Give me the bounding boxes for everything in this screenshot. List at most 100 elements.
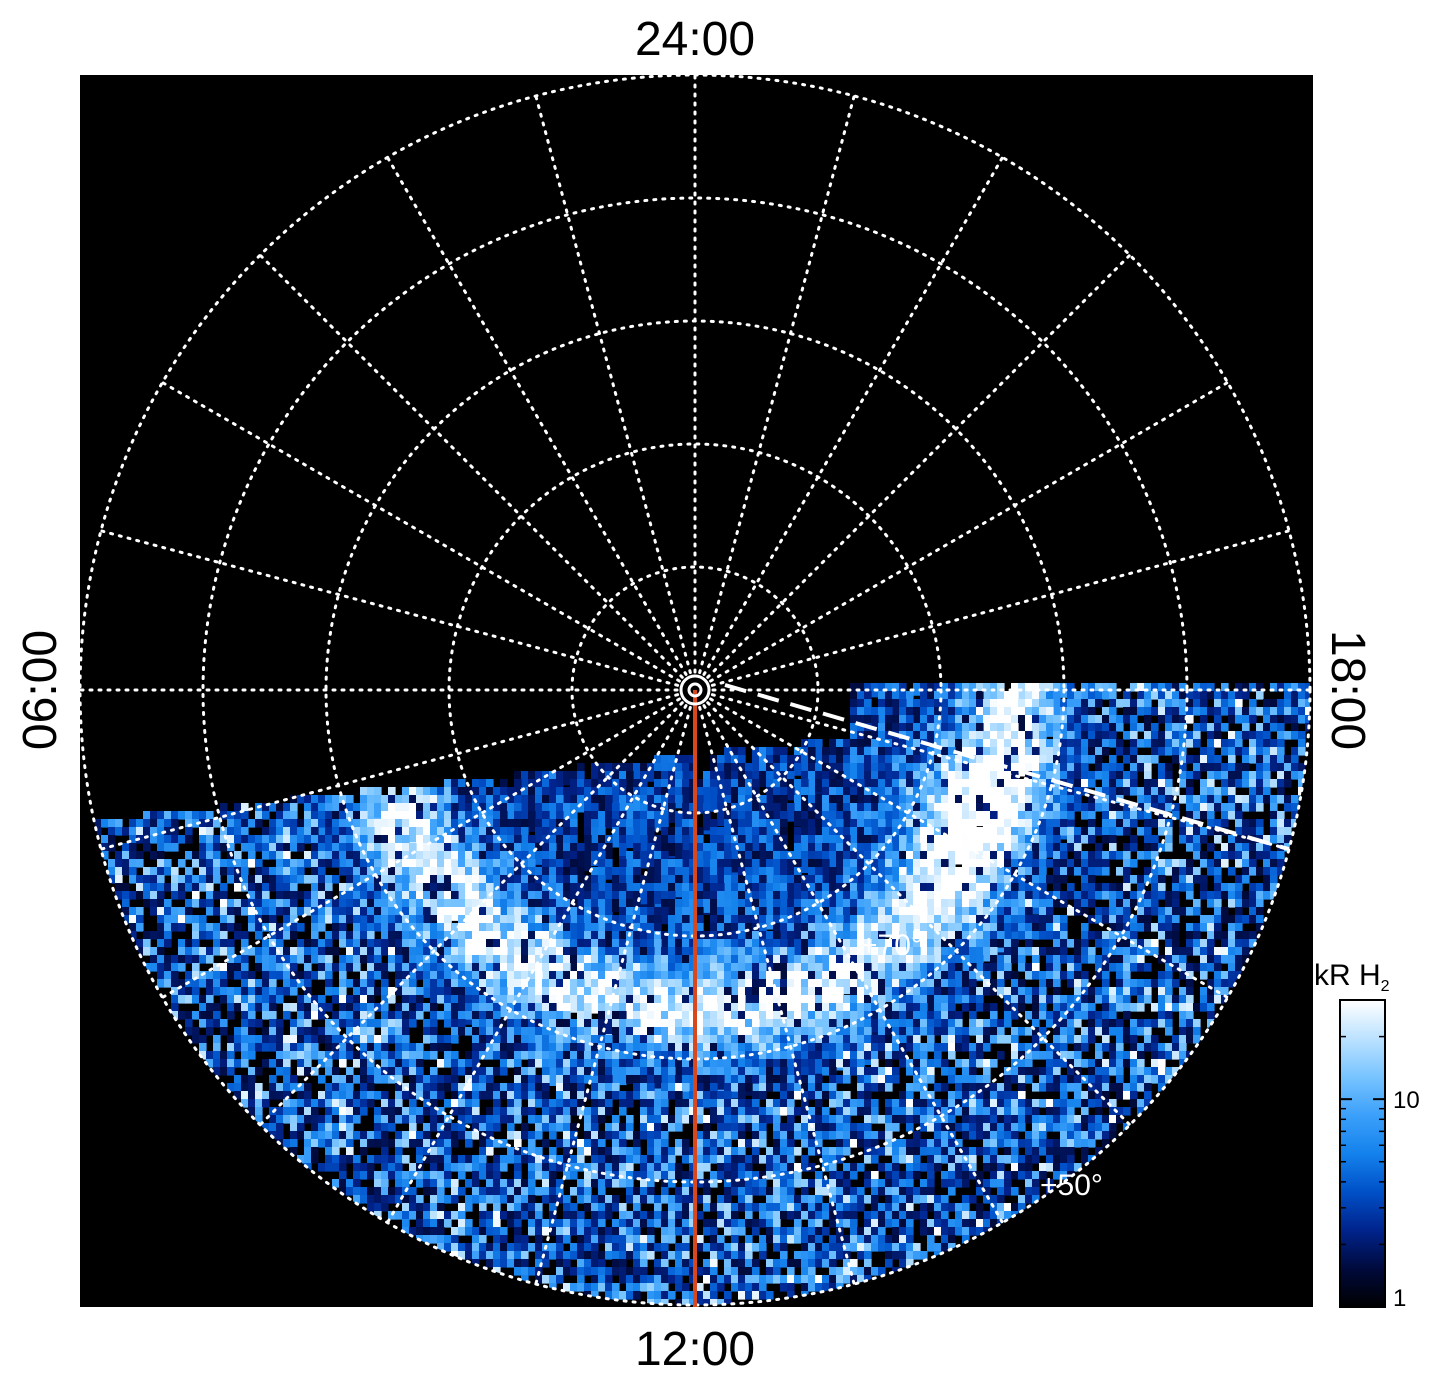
emission-cell [129,923,137,932]
emission-cell [1011,979,1019,988]
emission-cell [1144,683,1152,692]
emission-cell [178,915,186,924]
emission-cell [920,875,928,889]
emission-cell [948,1003,956,1012]
emission-cell [1186,1011,1194,1020]
emission-cell [276,859,284,868]
emission-cell [626,803,634,821]
emission-cell [318,819,326,828]
emission-cell [430,1027,438,1036]
emission-cell [752,795,760,823]
emission-cell [1067,843,1075,852]
emission-cell [185,971,193,980]
emission-cell [206,931,214,940]
emission-cell [1165,715,1173,724]
emission-cell [710,899,718,923]
emission-cell [1144,731,1152,740]
emission-cell [801,939,809,960]
emission-cell [913,843,921,856]
emission-cell [248,923,256,932]
emission-cell [1039,1011,1047,1020]
emission-cell [899,771,907,787]
emission-cell [1277,835,1285,844]
emission-cell [1242,827,1250,836]
emission-cell [290,883,298,892]
emission-cell [976,955,984,969]
emission-cell [1165,963,1173,972]
emission-cell [696,851,704,865]
emission-cell [1256,739,1264,748]
emission-cell [1207,923,1215,932]
emission-cell [1137,795,1145,804]
emission-cell [451,1003,459,1012]
emission-cell [948,755,956,783]
emission-cell [584,971,592,998]
emission-cell [780,859,788,887]
emission-cell [1053,939,1061,948]
emission-cell [1053,859,1061,868]
emission-cell [122,907,130,916]
emission-cell [1074,979,1082,988]
emission-cell [185,899,193,908]
emission-cell [1235,763,1243,772]
emission-cell [122,827,130,836]
emission-cell [206,827,214,836]
emission-cell [192,883,200,892]
emission-cell [1179,691,1187,700]
emission-cell [157,883,165,892]
emission-cell [171,955,179,964]
emission-cell [1256,867,1264,876]
emission-cell [283,915,291,924]
emission-cell [1256,915,1264,924]
emission-cell [521,963,529,978]
emission-cell [1151,683,1159,692]
emission-cell [584,811,592,843]
emission-cell [318,955,326,964]
emission-cell [983,779,991,794]
emission-cell [409,827,417,843]
emission-cell [913,995,921,1010]
emission-cell [899,907,907,923]
emission-cell [262,899,270,908]
emission-cell [1046,907,1054,916]
emission-cell [290,843,298,852]
emission-cell [339,955,347,964]
emission-cell [178,963,186,972]
emission-cell [598,979,606,999]
emission-cell [1284,715,1292,724]
emission-cell [451,891,459,906]
emission-cell [1263,779,1271,788]
emission-cell [1284,835,1292,844]
emission-cell [1102,891,1110,900]
emission-cell [213,851,221,860]
emission-cell [178,883,186,892]
emission-cell [206,891,214,900]
emission-cell [675,795,683,809]
emission-cell [1053,979,1061,988]
emission-cell [1004,691,1012,708]
emission-cell [1032,955,1040,964]
emission-cell [318,907,326,916]
emission-cell [1221,723,1229,732]
emission-cell [976,995,984,1004]
emission-cell [1186,883,1194,892]
emission-cell [1249,931,1257,940]
emission-cell [325,987,333,996]
emission-cell [1284,827,1292,836]
emission-cell [1235,899,1243,908]
emission-cell [1130,859,1138,868]
emission-cell [388,1027,396,1036]
emission-cell [1123,827,1131,836]
emission-cell [1235,731,1243,740]
emission-cell [311,947,319,956]
emission-cell [227,859,235,868]
emission-cell [276,971,284,980]
emission-cell [339,963,347,972]
emission-cell [1242,835,1250,844]
emission-cell [528,859,536,873]
emission-cell [206,1003,214,1012]
emission-cell [619,915,627,929]
emission-cell [325,1003,333,1012]
emission-cell [143,835,151,844]
